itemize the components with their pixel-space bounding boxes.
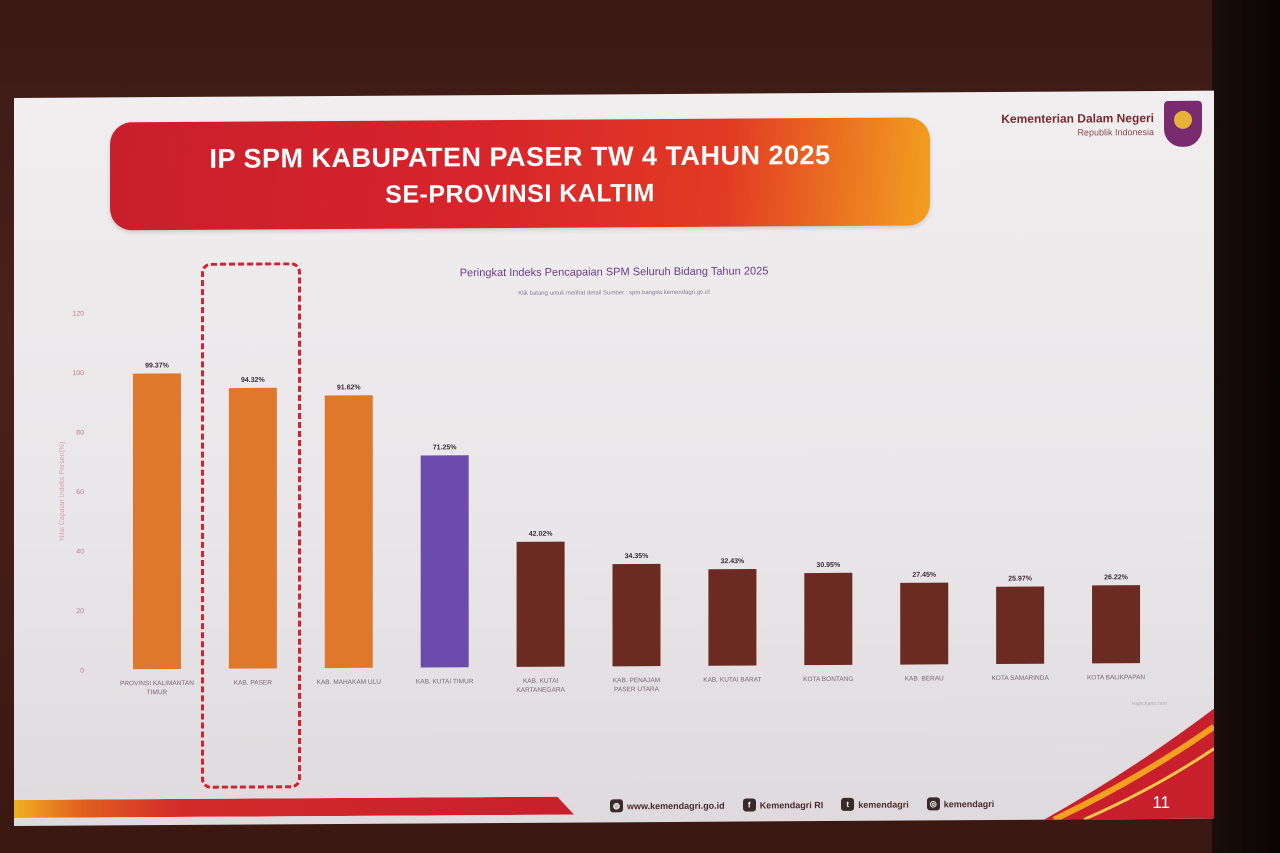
category-label: KAB. KUTAI xyxy=(523,678,558,685)
category-label: PROVINSI KALIMANTAN xyxy=(120,680,194,687)
bar-value-label: 91.62% xyxy=(337,384,362,391)
bar-value-label: 34.35% xyxy=(625,553,650,560)
y-tick-label: 120 xyxy=(72,311,84,318)
footer-facebook[interactable]: f Kemendagri RI xyxy=(742,798,824,812)
bar-value-label: 27.45% xyxy=(912,572,937,579)
bar[interactable] xyxy=(900,582,949,665)
bar[interactable] xyxy=(804,572,853,666)
y-tick-label: 60 xyxy=(76,489,84,496)
y-tick-label: 80 xyxy=(76,430,84,437)
bar[interactable] xyxy=(324,395,373,669)
category-label: KOTA BALIKPAPAN xyxy=(1087,674,1145,681)
bar[interactable] xyxy=(708,568,757,666)
projector-edge xyxy=(1212,0,1280,853)
category-label: KAB. BERAU xyxy=(905,675,944,682)
footer-website-text: www.kemendagri.go.id xyxy=(627,800,725,811)
bar-value-label: 30.95% xyxy=(816,562,841,569)
bar[interactable] xyxy=(132,373,181,670)
bar-chart: Nilai Capaian Indeks Persen(%) 0 20 40 60 80 1… xyxy=(59,311,1145,697)
bar-value-label: 42.02% xyxy=(529,531,554,538)
bar-value-label: 99.37% xyxy=(145,362,170,369)
y-tick-label: 40 xyxy=(76,549,84,556)
category-label: KAB. KUTAI TIMUR xyxy=(416,678,474,685)
globe-icon: ◍ xyxy=(610,799,623,813)
chart-credit: Highcharts.com xyxy=(1132,700,1167,708)
bar[interactable] xyxy=(612,563,661,667)
highlight-box-kab-paser xyxy=(201,262,301,789)
corner-swoosh-decoration xyxy=(1044,708,1214,820)
facebook-icon: f xyxy=(742,798,756,812)
category-label: KAB. KUTAI BARAT xyxy=(703,676,761,683)
category-label: KOTA SAMARINDA xyxy=(991,675,1049,682)
category-label: KAB. PASER xyxy=(234,679,272,686)
bar[interactable] xyxy=(420,455,469,668)
category-label: TIMUR xyxy=(147,689,168,696)
y-axis-label: Nilai Capaian Indeks Persen(%) xyxy=(59,442,66,541)
category-label: KAB. MAHAKAM ULU xyxy=(317,679,382,686)
bar[interactable] xyxy=(228,387,277,669)
footer-links: ◍ www.kemendagri.go.id f Kemendagri RI t… xyxy=(610,797,995,813)
presentation-slide: IP SPM KABUPATEN PASER TW 4 TAHUN 2025 S… xyxy=(14,90,1214,826)
bar-value-label: 94.32% xyxy=(241,377,266,384)
category-label: KAB. PENAJAM xyxy=(613,677,660,684)
bar[interactable] xyxy=(1092,585,1141,664)
instagram-icon: ◎ xyxy=(926,797,940,811)
page-number: 11 xyxy=(1152,792,1170,813)
bar-value-label: 26.22% xyxy=(1104,574,1129,581)
twitter-icon: t xyxy=(841,797,855,811)
footer-facebook-text: Kemendagri RI xyxy=(759,799,824,810)
bar-value-label: 25.97% xyxy=(1008,576,1033,583)
y-tick-label: 100 xyxy=(72,370,84,377)
bar[interactable] xyxy=(996,586,1045,665)
bar[interactable] xyxy=(516,541,565,667)
footer-instagram[interactable]: ◎ kemendagri xyxy=(926,797,995,811)
footer-twitter-text: kemendagri xyxy=(858,799,909,810)
y-tick-label: 20 xyxy=(76,608,84,615)
footer-twitter[interactable]: t kemendagri xyxy=(841,797,909,811)
bar-value-label: 32.43% xyxy=(721,558,746,565)
bar-value-label: 71.25% xyxy=(433,444,458,451)
category-label: KOTA BONTANG xyxy=(803,676,853,683)
y-tick-label: 0 xyxy=(80,668,84,675)
footer-color-bar xyxy=(14,797,574,818)
category-label: PASER UTARA xyxy=(614,686,660,693)
footer-instagram-text: kemendagri xyxy=(943,798,995,809)
footer-website[interactable]: ◍ www.kemendagri.go.id xyxy=(610,799,725,813)
category-label: KARTANEGARA xyxy=(516,687,565,694)
